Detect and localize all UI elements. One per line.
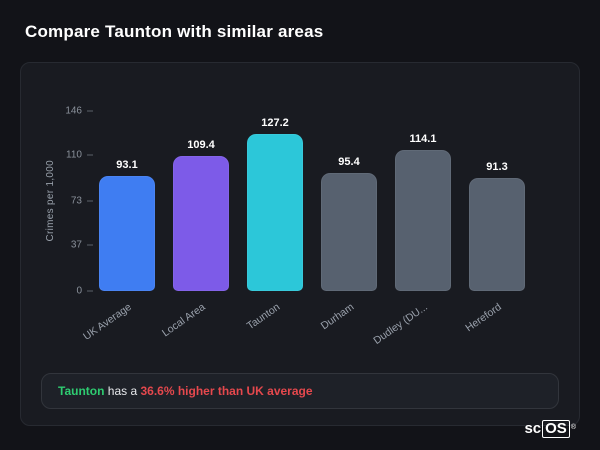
bar-hereford[interactable] [469, 178, 525, 291]
y-axis-tick-mark [87, 200, 93, 202]
y-axis-tick-mark [87, 290, 93, 292]
bar-value-label: 127.2 [261, 117, 289, 130]
x-axis-label: Durham [318, 301, 356, 333]
summary-note-statement: 36.6% higher than UK average [140, 384, 313, 398]
bar-value-label: 91.3 [486, 161, 508, 174]
x-axis-label: Dudley (DU... [371, 301, 430, 347]
summary-note-connector: has a [104, 384, 141, 398]
bar-value-label: 114.1 [409, 133, 437, 146]
x-axis-label: Hereford [463, 301, 504, 335]
x-axis-label: Taunton [244, 301, 282, 333]
bar-column-dudley-du: 114.1 Dudley (DU... [371, 111, 451, 347]
bar-column-taunton: 127.2 Taunton [244, 111, 303, 332]
registered-mark-icon: ® [570, 423, 576, 431]
bar-column-durham: 95.4 Durham [318, 111, 377, 332]
scos-logo: sc OS ® [524, 419, 576, 438]
y-axis-tick: 73 [71, 196, 93, 207]
page-title: Compare Taunton with similar areas [25, 22, 324, 41]
logo-boxed-text: OS [542, 419, 570, 438]
bar-uk-average[interactable] [99, 176, 155, 291]
summary-note: Taunton has a 36.6% higher than UK avera… [41, 373, 559, 409]
y-axis-tick-label: 73 [70, 195, 82, 207]
y-axis-tick-mark [87, 154, 93, 156]
y-axis-tick: 110 [66, 150, 93, 161]
y-axis-tick: 0 [76, 286, 93, 297]
x-axis-label: UK Average [81, 301, 134, 343]
x-axis-label: Local Area [160, 301, 208, 340]
y-axis-tick-label: 146 [65, 105, 82, 117]
y-axis-tick-mark [87, 110, 93, 112]
bar-local-area[interactable] [173, 156, 229, 291]
bar-value-label: 95.4 [338, 156, 360, 169]
y-axis-tick-label: 110 [66, 149, 82, 161]
chart-card: Crimes per 1,000 0 37 73 110 146 93.1 UK Aver… [20, 62, 580, 426]
bar-column-local-area: 109.4 Local Area [160, 111, 229, 339]
bar-column-hereford: 91.3 Hereford [464, 111, 525, 334]
bar-durham[interactable] [321, 173, 377, 291]
y-axis-title-text: Crimes per 1,000 [45, 160, 56, 242]
y-axis-tick-mark [87, 244, 93, 246]
y-axis-tick: 37 [71, 240, 93, 251]
summary-note-subject: Taunton [58, 384, 105, 398]
bar-dudley-du[interactable] [395, 150, 451, 291]
bar-value-label: 109.4 [187, 139, 215, 152]
bar-column-uk-average: 93.1 UK Average [81, 111, 155, 343]
y-axis-tick-label: 37 [70, 239, 82, 251]
y-axis-tick: 146 [65, 106, 93, 117]
bar-taunton[interactable] [247, 134, 303, 291]
bar-chart-plot-area: 93.1 UK Average 109.4 Local Area 127.2 Taunto… [81, 111, 525, 347]
y-axis-title: Crimes per 1,000 [45, 111, 56, 291]
logo-prefix: sc [524, 419, 542, 437]
bar-value-label: 93.1 [116, 159, 138, 172]
y-axis-tick-label: 0 [76, 285, 82, 297]
